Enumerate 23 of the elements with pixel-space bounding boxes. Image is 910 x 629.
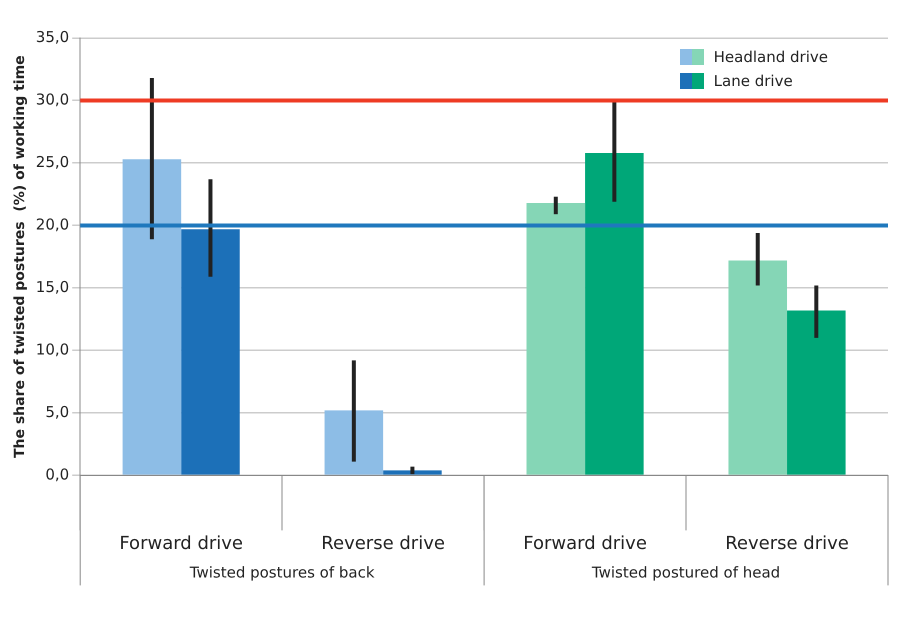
y-tick-label: 15,0	[36, 278, 70, 296]
legend-label: Headland drive	[714, 48, 828, 66]
legend-label: Lane drive	[714, 72, 793, 90]
bar	[526, 202, 586, 475]
x-tick-label: Reverse drive	[725, 532, 849, 554]
bar	[728, 260, 788, 475]
bar	[324, 410, 384, 475]
y-tick-label: 5,0	[45, 402, 70, 421]
y-tick-label: 25,0	[36, 152, 70, 171]
x-tick-label: Reverse drive	[321, 532, 445, 554]
x-tick-label: Forward drive	[119, 532, 244, 554]
bar	[585, 152, 644, 475]
y-tick-label: 0,0	[45, 465, 70, 484]
text: Twisted postures of back	[188, 563, 375, 582]
y-tick-label: 35,0	[36, 28, 70, 46]
bar	[787, 310, 846, 475]
x-tick-label: Forward drive	[523, 532, 647, 554]
y-axis-title: The share of twisted postures (%) of working time	[12, 55, 28, 458]
y-tick-label: 10,0	[36, 340, 70, 358]
y-tick-label: 30,0	[36, 90, 70, 108]
y-tick-label: 20,0	[36, 215, 70, 234]
text: Twisted postured of head	[590, 563, 780, 582]
bar	[122, 159, 182, 475]
